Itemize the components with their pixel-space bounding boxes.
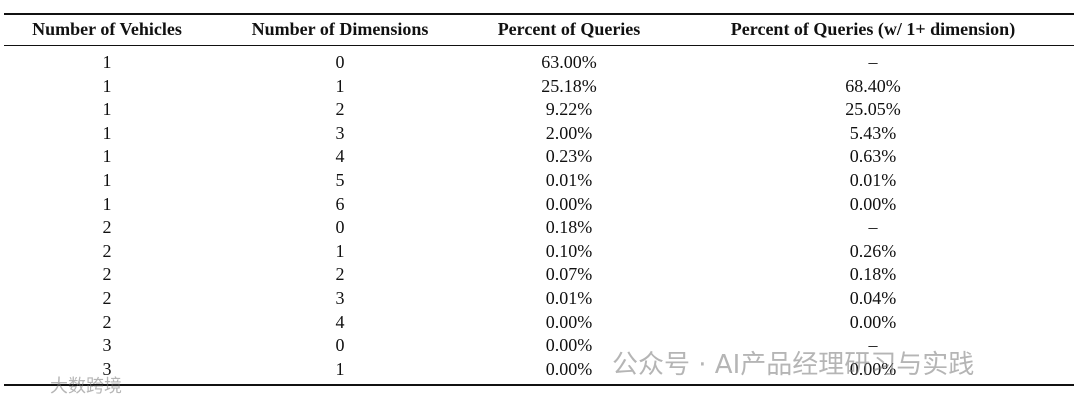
table-cell: 0.01% (545, 288, 593, 308)
table-cell: 0.00% (849, 358, 897, 379)
table-cell: 1 (102, 52, 112, 72)
table-cell: 4 (335, 311, 345, 332)
bottom-rule (4, 384, 1074, 386)
column-header: Percent of Queries (w/ 1+ dimension) (730, 19, 1016, 39)
table-cell: 0 (335, 52, 345, 72)
table-cell: 68.40% (845, 75, 901, 96)
table-cell: 2.00% (545, 122, 593, 143)
table-cell: 0.18% (849, 264, 897, 285)
table-cell: 6 (335, 193, 345, 214)
table-cell: 2 (102, 311, 112, 332)
table-cell: 3 (102, 335, 112, 356)
table-cell: 1 (102, 99, 112, 120)
table-cell: 5 (335, 170, 345, 190)
table-cell: 3 (335, 122, 345, 143)
table-cell: 5.43% (849, 122, 897, 143)
watermark: 大数跨境 (50, 376, 122, 397)
table-cell: 2 (102, 240, 112, 261)
table-cell: 25.18% (541, 75, 597, 96)
table-cell: – (868, 52, 878, 72)
table-cell: 0.26% (849, 240, 897, 261)
table-cell: 0.00% (849, 193, 897, 214)
table-cell: – (868, 335, 878, 356)
table-cell: 3 (335, 288, 345, 308)
table-cell: 0.00% (545, 358, 593, 379)
column-header: Percent of Queries (497, 19, 641, 39)
table-cell: 1 (335, 75, 345, 96)
table-cell: 0.01% (545, 170, 593, 190)
top-rule (4, 13, 1074, 15)
table-cell: 0.07% (545, 264, 593, 285)
table-cell: 0.01% (849, 170, 897, 190)
table-cell: 25.05% (845, 99, 901, 120)
table-cell: 1 (102, 75, 112, 96)
table-cell: 1 (102, 122, 112, 143)
table-cell: 0.10% (545, 240, 593, 261)
table-cell: 0.00% (849, 311, 897, 332)
table-cell: 3 (102, 358, 112, 379)
table-cell: 1 (102, 146, 112, 167)
column-header: Number of Dimensions (251, 19, 429, 39)
table-cell: 2 (335, 264, 345, 285)
table-cell: 9.22% (545, 99, 593, 120)
table-cell: 0.00% (545, 335, 593, 356)
table-cell: 0.18% (545, 217, 593, 238)
table-cell: 0 (335, 217, 345, 238)
table-cell: 0.00% (545, 311, 593, 332)
table-cell: 0.04% (849, 288, 897, 308)
table-cell: 2 (335, 99, 345, 120)
table-cell: 2 (102, 217, 112, 238)
table-cell: 0.00% (545, 193, 593, 214)
table-cell: 1 (102, 170, 112, 190)
table-cell: 0.63% (849, 146, 897, 167)
table-cell: 2 (102, 264, 112, 285)
table-cell: 1 (335, 358, 345, 379)
table-cell: 1 (102, 193, 112, 214)
table-cell: 63.00% (541, 52, 597, 72)
watermark: 公众号 · AI产品经理研习与实践 (612, 350, 975, 380)
table-cell: 0.23% (545, 146, 593, 167)
table-cell: 1 (335, 240, 345, 261)
mid-rule (4, 45, 1074, 46)
table-cell: 2 (102, 288, 112, 308)
table-cell: 4 (335, 146, 345, 167)
table-cell: – (868, 217, 878, 238)
table-cell: 0 (335, 335, 345, 356)
column-header: Number of Vehicles (32, 19, 182, 39)
